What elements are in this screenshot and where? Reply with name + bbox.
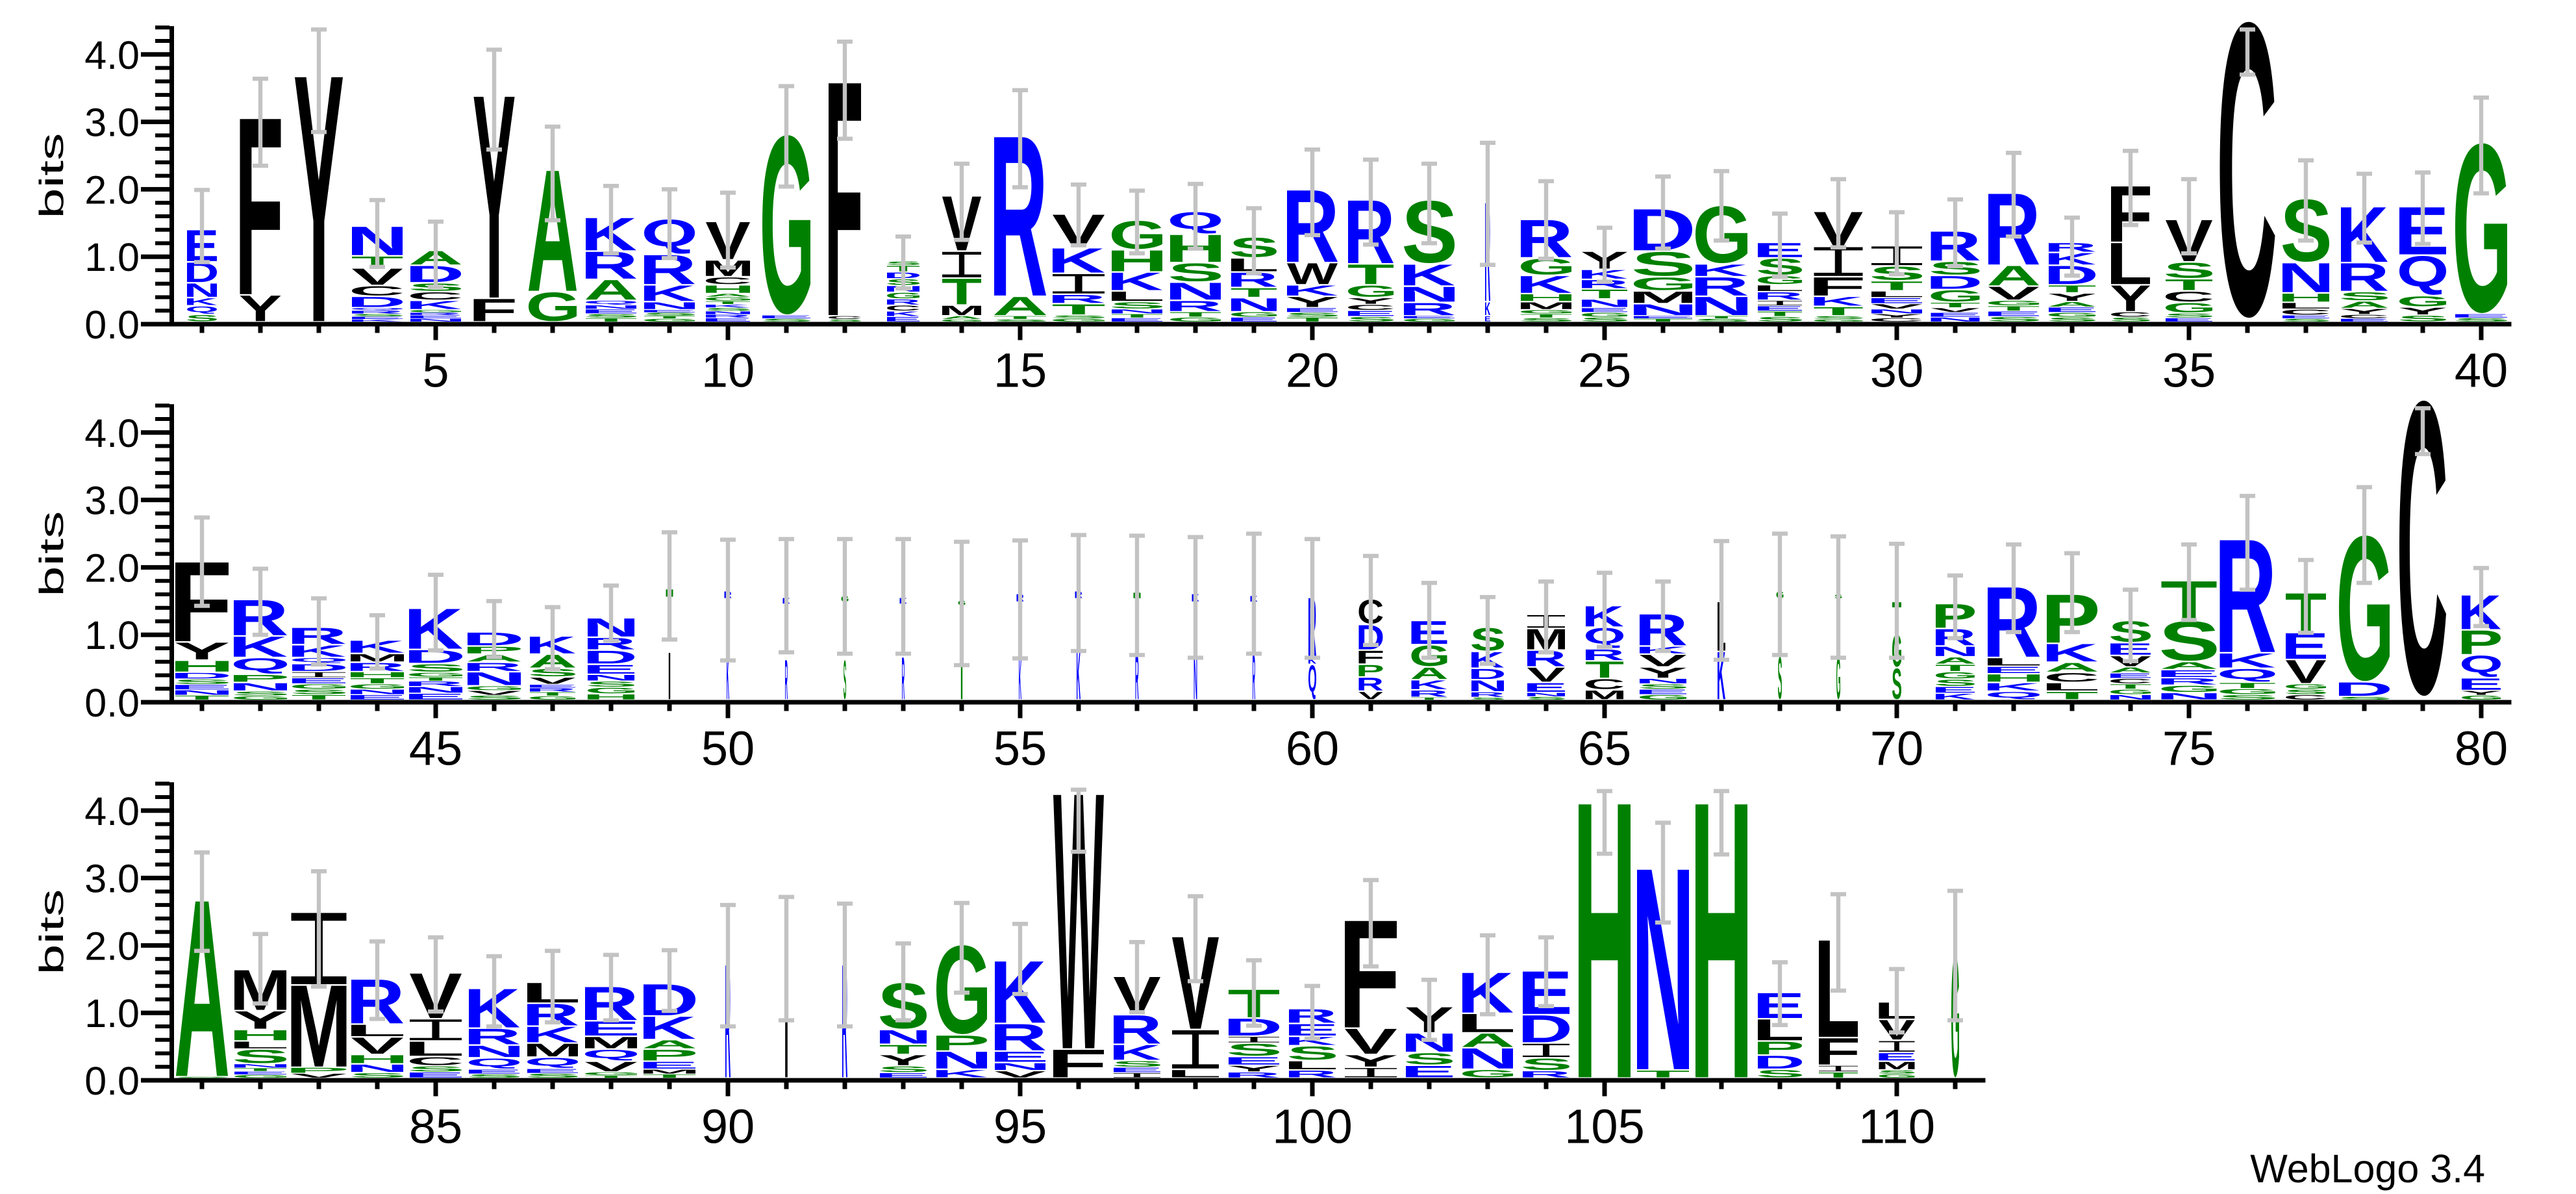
svg-text:50: 50 (701, 722, 755, 776)
svg-text:bits: bits (33, 133, 71, 219)
svg-text:4.0: 4.0 (84, 33, 140, 77)
svg-text:2.0: 2.0 (84, 924, 140, 968)
svg-text:2.0: 2.0 (84, 168, 140, 212)
svg-text:0.0: 0.0 (84, 303, 140, 347)
svg-text:2.0: 2.0 (84, 546, 140, 590)
svg-text:30: 30 (1870, 344, 1923, 398)
svg-text:1.0: 1.0 (84, 613, 140, 657)
svg-text:3.0: 3.0 (84, 101, 140, 145)
svg-text:4.0: 4.0 (84, 789, 140, 833)
svg-text:5: 5 (422, 344, 449, 398)
svg-text:bits: bits (33, 889, 71, 975)
svg-text:75: 75 (2162, 722, 2216, 776)
svg-text:0.0: 0.0 (84, 1059, 140, 1103)
svg-text:10: 10 (701, 344, 755, 398)
svg-text:95: 95 (994, 1100, 1047, 1154)
svg-text:55: 55 (994, 722, 1047, 776)
svg-text:105: 105 (1564, 1100, 1644, 1154)
svg-text:110: 110 (1858, 1100, 1935, 1154)
svg-text:20: 20 (1286, 344, 1339, 398)
svg-text:100: 100 (1272, 1100, 1352, 1154)
svg-text:3.0: 3.0 (84, 479, 140, 523)
svg-text:bits: bits (33, 511, 71, 597)
svg-text:WebLogo 3.4: WebLogo 3.4 (2250, 1147, 2485, 1191)
svg-text:1.0: 1.0 (84, 991, 140, 1035)
svg-text:35: 35 (2162, 344, 2216, 398)
svg-text:4.0: 4.0 (84, 411, 140, 455)
svg-text:90: 90 (701, 1100, 755, 1154)
svg-text:70: 70 (1870, 722, 1923, 776)
svg-text:40: 40 (2455, 344, 2508, 398)
svg-text:80: 80 (2455, 722, 2508, 776)
svg-text:65: 65 (1578, 722, 1631, 776)
svg-text:60: 60 (1286, 722, 1339, 776)
svg-text:25: 25 (1578, 344, 1631, 398)
svg-text:45: 45 (409, 722, 462, 776)
svg-text:0.0: 0.0 (84, 681, 140, 725)
svg-text:85: 85 (409, 1100, 462, 1154)
svg-text:15: 15 (994, 344, 1047, 398)
svg-text:1.0: 1.0 (84, 235, 140, 279)
svg-text:3.0: 3.0 (84, 857, 140, 901)
